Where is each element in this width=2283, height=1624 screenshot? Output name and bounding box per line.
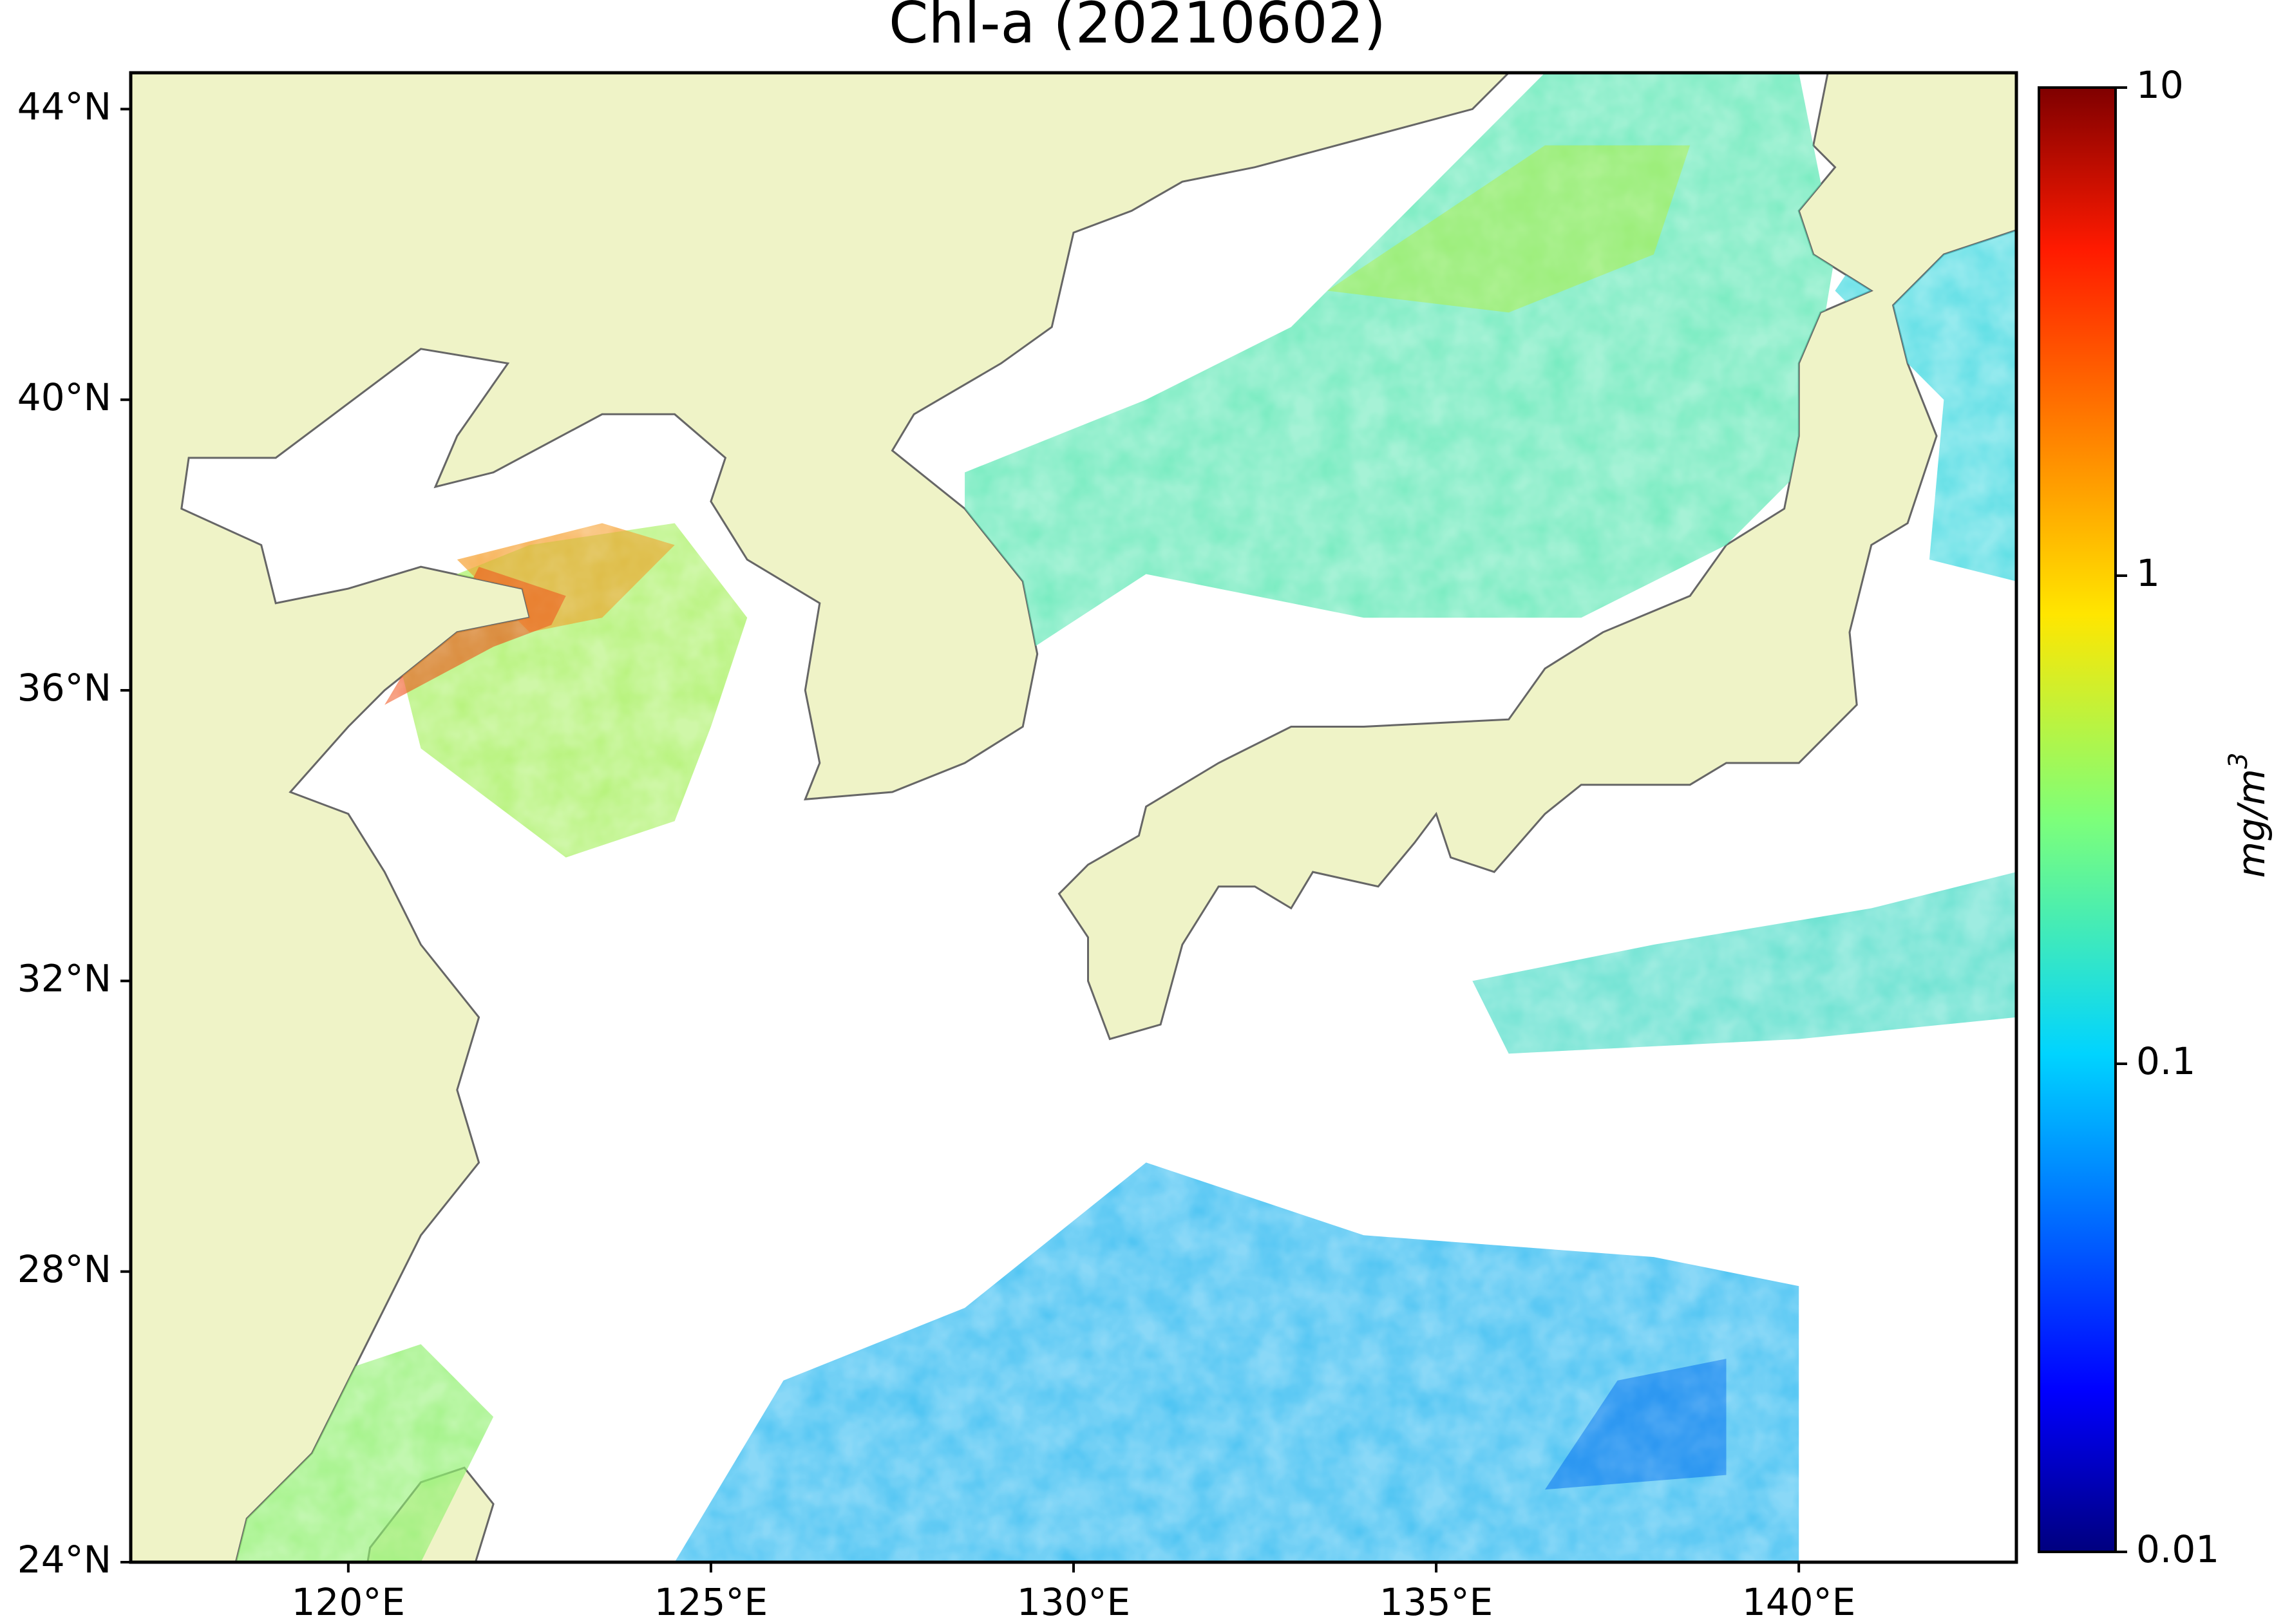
colorbar-tick-label: 10 xyxy=(2136,63,2184,107)
colorbar-unit: mg/m xyxy=(2230,769,2273,878)
x-tick-label: 120°E xyxy=(292,1580,405,1624)
colorbar xyxy=(2038,86,2117,1553)
y-tick-label: 28°N xyxy=(17,1247,111,1291)
colorbar-tick-label: 0.1 xyxy=(2136,1039,2195,1083)
x-tick-label: 140°E xyxy=(1742,1580,1855,1624)
chlorophyll-patch xyxy=(1472,872,2016,1054)
chlorophyll-patch xyxy=(1545,1359,1727,1490)
x-tick-label: 130°E xyxy=(1017,1580,1130,1624)
y-tick-label: 24°N xyxy=(17,1538,111,1582)
map-area xyxy=(131,73,2016,1562)
chlorophyll-patch xyxy=(674,1162,1799,1562)
colorbar-tick-label: 0.01 xyxy=(2136,1527,2219,1571)
y-tick-label: 32°N xyxy=(17,956,111,1000)
chlorophyll-patch xyxy=(1327,145,1691,313)
x-tick-label: 125°E xyxy=(654,1580,768,1624)
colorbar-unit-exponent: 3 xyxy=(2224,753,2253,769)
colorbar-tick-label: 1 xyxy=(2136,551,2160,595)
x-tick-label: 135°E xyxy=(1379,1580,1493,1624)
colorbar-label: mg/m3 xyxy=(2224,753,2273,878)
y-tick-label: 44°N xyxy=(17,85,111,129)
y-tick-label: 36°N xyxy=(17,666,111,710)
y-tick-label: 40°N xyxy=(17,375,111,419)
chlorophyll-layer xyxy=(181,73,2016,1562)
chart-title: Chl-a (20210602) xyxy=(889,0,1386,56)
